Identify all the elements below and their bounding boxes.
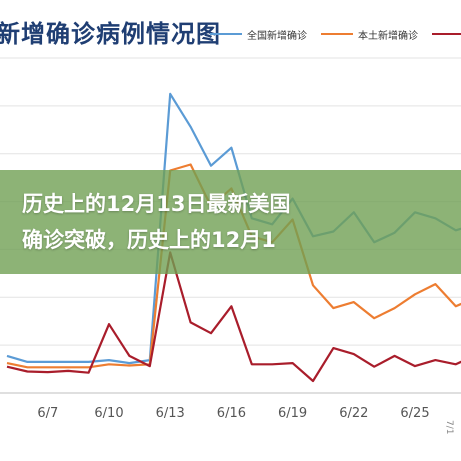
corner-label: 7/1 <box>444 420 454 435</box>
x-tick-label: 6/16 <box>217 406 246 421</box>
legend-item-national: 全国新增确诊 <box>210 27 307 42</box>
x-tick-label: 6/10 <box>94 406 123 421</box>
legend: 全国新增确诊 本土新增确诊 <box>210 24 461 44</box>
x-tick-label: 6/13 <box>156 406 185 421</box>
legend-item-third <box>432 33 461 35</box>
series-line-2 <box>6 251 461 383</box>
x-tick-label: 6/22 <box>339 406 368 421</box>
x-axis-ticks: 6/76/106/136/166/196/226/256/287/1 <box>37 406 429 421</box>
x-tick-label: 6/7 <box>37 406 58 421</box>
legend-swatch-local <box>321 33 353 35</box>
legend-swatch-third <box>432 33 461 35</box>
legend-label-local: 本土新增确诊 <box>358 30 418 42</box>
legend-item-local: 本土新增确诊 <box>321 27 418 42</box>
x-tick-label: 6/19 <box>278 406 307 421</box>
legend-label-national: 全国新增确诊 <box>247 30 307 42</box>
chart-title: 新增确诊病例情况图 <box>0 20 221 48</box>
x-tick-label: 6/25 <box>400 406 429 421</box>
headline-line-1: 历史上的12月13日最新美国 <box>22 192 291 216</box>
headline-line-2: 确诊突破，历史上的12月1 <box>22 228 276 252</box>
headline-banner: 历史上的12月13日最新美国 确诊突破，历史上的12月1 <box>0 170 461 274</box>
legend-swatch-national <box>210 33 242 35</box>
